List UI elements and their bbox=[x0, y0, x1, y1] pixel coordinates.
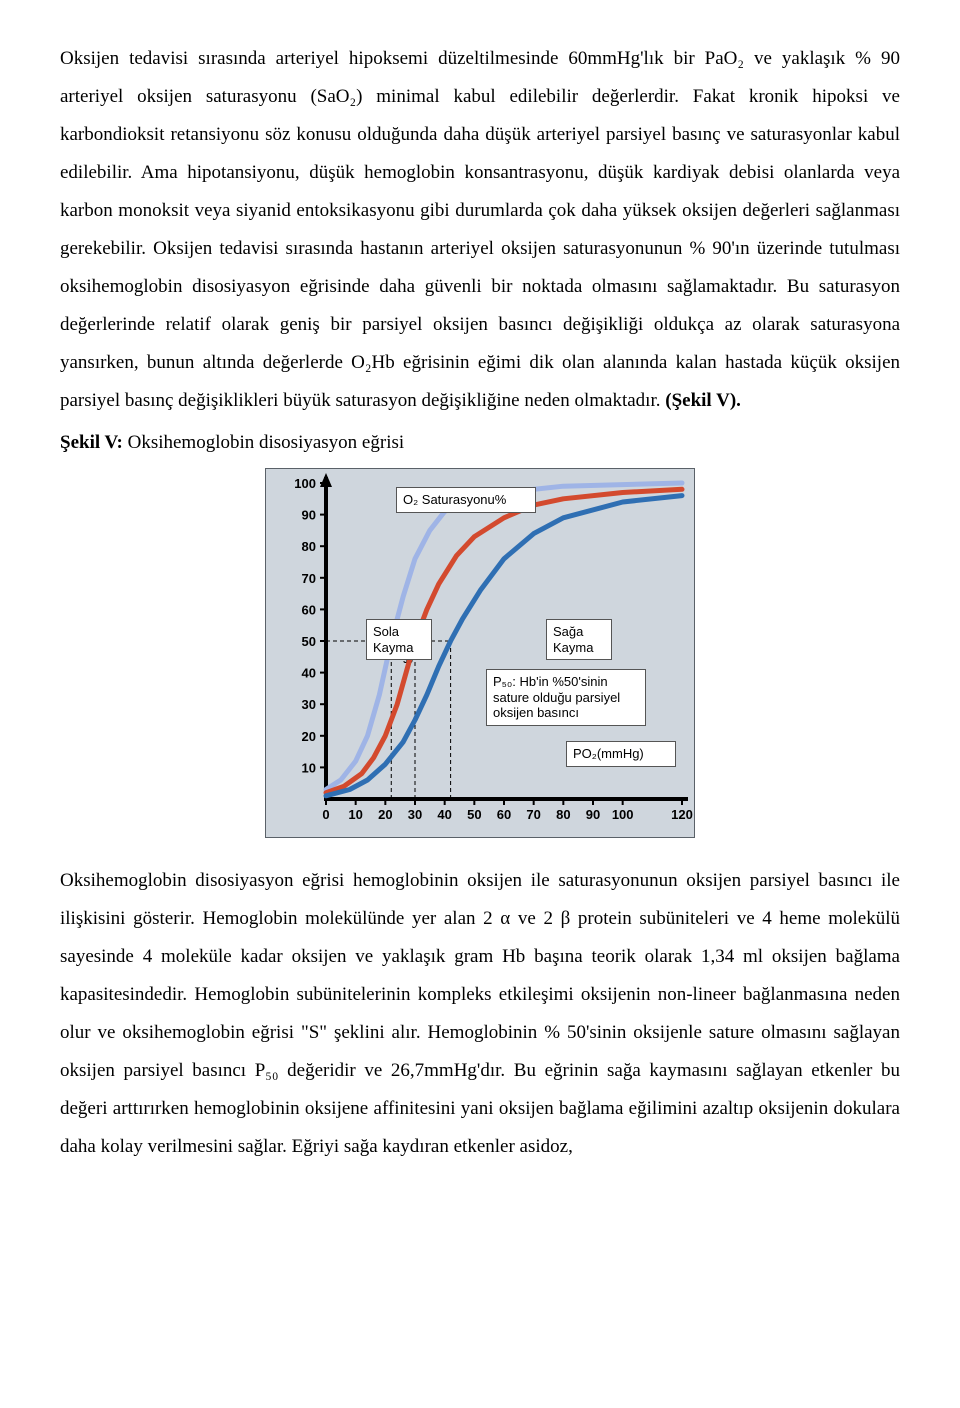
svg-text:50: 50 bbox=[302, 634, 316, 649]
svg-text:20: 20 bbox=[378, 807, 392, 822]
svg-text:40: 40 bbox=[302, 666, 316, 681]
svg-text:90: 90 bbox=[302, 508, 316, 523]
label-p50-definition: P₅₀: Hb'in %50'sinin sature olduğu parsi… bbox=[486, 669, 646, 726]
svg-text:80: 80 bbox=[302, 539, 316, 554]
paragraph-1: Oksijen tedavisi sırasında arteriyel hip… bbox=[60, 40, 900, 420]
svg-text:100: 100 bbox=[294, 476, 316, 491]
label-sola-kayma: Sola Kayma bbox=[366, 619, 432, 660]
para1-figref: (Şekil V). bbox=[665, 390, 741, 411]
para2-text: Oksihemoglobin disosiyasyon eğrisi hemog… bbox=[60, 870, 900, 1157]
label-saga-kayma: Sağa Kayma bbox=[546, 619, 612, 660]
svg-text:10: 10 bbox=[348, 807, 362, 822]
svg-text:50: 50 bbox=[467, 807, 481, 822]
svg-text:60: 60 bbox=[302, 602, 316, 617]
figure-wrapper: 10 20 30 40 50 60 70 80 90 100 0 10 20 30 40 50 60 70 80 90… bbox=[60, 468, 900, 838]
label-o2-saturasyonu: O₂ Saturasyonu% bbox=[396, 487, 536, 513]
svg-text:90: 90 bbox=[586, 807, 600, 822]
svg-text:10: 10 bbox=[302, 760, 316, 775]
chart-svg: 10 20 30 40 50 60 70 80 90 100 0 10 20 30 40 50 60 70 80 90… bbox=[266, 469, 696, 839]
svg-text:40: 40 bbox=[437, 807, 451, 822]
svg-text:20: 20 bbox=[302, 729, 316, 744]
svg-text:30: 30 bbox=[302, 697, 316, 712]
svg-text:70: 70 bbox=[526, 807, 540, 822]
figure-caption: Şekil V: Oksihemoglobin disosiyasyon eğr… bbox=[60, 424, 900, 462]
svg-text:100: 100 bbox=[612, 807, 634, 822]
svg-text:120: 120 bbox=[671, 807, 693, 822]
page: Oksijen tedavisi sırasında arteriyel hip… bbox=[0, 0, 960, 1408]
svg-text:70: 70 bbox=[302, 571, 316, 586]
svg-text:80: 80 bbox=[556, 807, 570, 822]
label-po2-mmhg: PO₂(mmHg) bbox=[566, 741, 676, 767]
svg-text:60: 60 bbox=[497, 807, 511, 822]
svg-text:30: 30 bbox=[408, 807, 422, 822]
svg-text:0: 0 bbox=[322, 807, 329, 822]
paragraph-2: Oksihemoglobin disosiyasyon eğrisi hemog… bbox=[60, 862, 900, 1166]
figure-caption-rest: Oksihemoglobin disosiyasyon eğrisi bbox=[128, 432, 405, 453]
para1-text: Oksijen tedavisi sırasında arteriyel hip… bbox=[60, 48, 900, 411]
dissociation-curve-figure: 10 20 30 40 50 60 70 80 90 100 0 10 20 30 40 50 60 70 80 90… bbox=[265, 468, 695, 838]
figure-caption-bold: Şekil V: bbox=[60, 432, 123, 453]
